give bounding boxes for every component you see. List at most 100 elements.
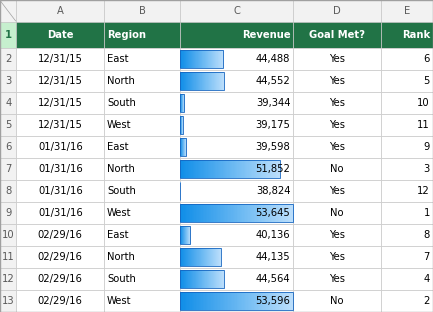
Bar [222,72,223,90]
Bar [181,94,182,112]
Bar [219,270,220,288]
Bar [180,182,181,200]
Bar [185,138,186,156]
Bar [236,204,237,222]
Bar [192,72,193,90]
Bar [231,160,233,178]
Bar [274,204,275,222]
Bar [238,292,240,310]
Bar [181,116,182,134]
Bar [266,204,268,222]
Bar [210,204,212,222]
Bar [204,50,205,68]
Bar [192,270,193,288]
Bar [182,138,183,156]
Bar [182,226,183,244]
Bar [104,180,180,202]
Bar [180,182,181,200]
Bar [189,248,190,266]
Bar [272,292,274,310]
Bar [180,182,181,200]
Bar [180,182,181,200]
Bar [180,116,183,134]
Bar [180,182,181,200]
Bar [216,160,218,178]
Bar [229,160,230,178]
Bar [180,50,223,68]
Bar [182,94,183,112]
Bar [183,226,184,244]
Bar [271,204,272,222]
Bar [223,270,224,288]
Bar [199,292,200,310]
Bar [216,72,217,90]
Bar [184,226,185,244]
Bar [288,292,289,310]
Bar [182,270,184,288]
Bar [206,248,207,266]
Bar [213,72,214,90]
Bar [190,270,191,288]
Bar [180,246,293,268]
Bar [199,72,200,90]
Bar [211,50,212,68]
Bar [226,160,228,178]
Bar [196,72,197,90]
Bar [240,160,242,178]
Bar [203,270,204,288]
Bar [211,292,213,310]
Text: Yes: Yes [329,274,345,284]
Bar [254,160,255,178]
Bar [291,292,294,310]
Bar [180,182,181,200]
Bar [182,94,183,112]
Text: 12/31/15: 12/31/15 [38,54,83,64]
Bar [203,248,204,266]
Bar [183,138,184,156]
Text: 8: 8 [5,186,11,196]
Bar [214,50,215,68]
Bar [183,94,184,112]
Bar [199,50,200,68]
Bar [230,160,232,178]
Bar [188,72,190,90]
Bar [184,50,185,68]
Bar [182,116,183,134]
Bar [180,182,181,200]
Bar [381,158,433,180]
Bar [289,292,291,310]
Bar [261,204,263,222]
Bar [242,204,244,222]
Bar [282,204,284,222]
Bar [180,182,181,200]
Bar [185,138,186,156]
Bar [104,290,180,312]
Bar [207,50,208,68]
Bar [224,204,226,222]
Bar [193,72,194,90]
Bar [237,204,239,222]
Bar [207,204,209,222]
Bar [181,116,182,134]
Bar [204,248,206,266]
Bar [180,182,181,200]
Bar [203,72,204,90]
Bar [184,50,186,68]
Bar [213,50,214,68]
Bar [210,292,212,310]
Bar [293,180,381,202]
Bar [212,72,213,90]
Bar [293,224,381,246]
Bar [242,160,244,178]
Bar [219,160,220,178]
Bar [206,270,207,288]
Text: 51,852: 51,852 [255,164,290,174]
Bar [185,226,186,244]
Bar [381,290,433,312]
Bar [180,182,181,200]
Bar [188,226,189,244]
Bar [196,270,197,288]
Bar [216,270,217,288]
Text: 2: 2 [423,296,430,306]
Bar [182,138,183,156]
